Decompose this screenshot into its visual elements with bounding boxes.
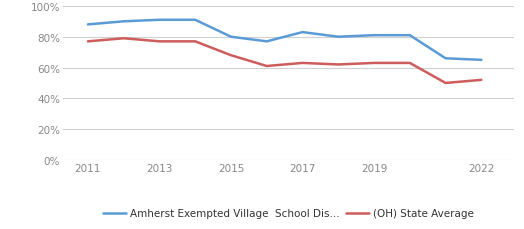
Amherst Exempted Village  School Dis... <box>156 19 162 22</box>
(OH) State Average <box>407 62 413 65</box>
Amherst Exempted Village  School Dis... <box>407 35 413 37</box>
(OH) State Average <box>371 62 377 65</box>
(OH) State Average <box>442 82 449 85</box>
Amherst Exempted Village  School Dis... <box>264 41 270 44</box>
Amherst Exempted Village  School Dis... <box>299 32 305 34</box>
(OH) State Average <box>478 79 485 82</box>
(OH) State Average <box>156 41 162 44</box>
(OH) State Average <box>299 62 305 65</box>
Amherst Exempted Village  School Dis... <box>335 36 342 39</box>
(OH) State Average <box>121 38 127 41</box>
Line: Amherst Exempted Village  School Dis...: Amherst Exempted Village School Dis... <box>88 21 482 60</box>
Amherst Exempted Village  School Dis... <box>192 19 199 22</box>
(OH) State Average <box>192 41 199 44</box>
Amherst Exempted Village  School Dis... <box>121 21 127 24</box>
Amherst Exempted Village  School Dis... <box>442 58 449 60</box>
Amherst Exempted Village  School Dis... <box>478 59 485 62</box>
Amherst Exempted Village  School Dis... <box>228 36 234 39</box>
(OH) State Average <box>85 41 91 44</box>
(OH) State Average <box>264 65 270 68</box>
Legend: Amherst Exempted Village  School Dis..., (OH) State Average: Amherst Exempted Village School Dis..., … <box>99 204 478 223</box>
(OH) State Average <box>228 55 234 57</box>
Line: (OH) State Average: (OH) State Average <box>88 39 482 84</box>
Amherst Exempted Village  School Dis... <box>85 24 91 27</box>
Amherst Exempted Village  School Dis... <box>371 35 377 37</box>
(OH) State Average <box>335 64 342 67</box>
